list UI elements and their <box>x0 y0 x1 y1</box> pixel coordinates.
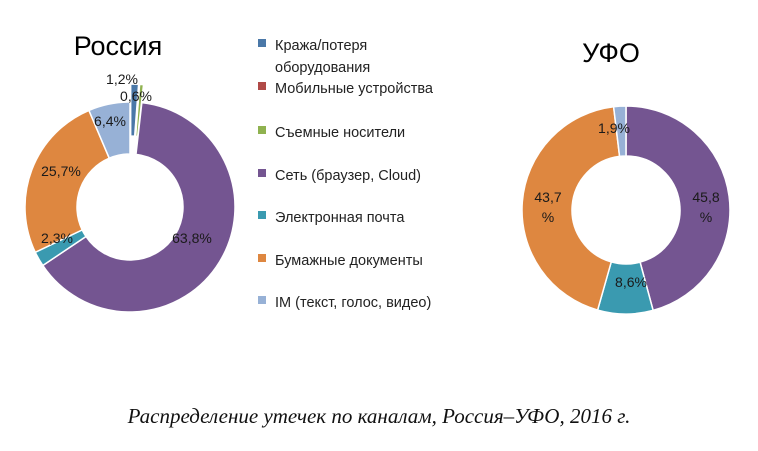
data-label: 1,9% <box>598 120 630 136</box>
slice-6 <box>24 109 111 254</box>
legend-label: оборудования <box>275 60 370 76</box>
slice-4 <box>625 105 731 312</box>
data-label: 45,8% <box>692 189 719 225</box>
donut-chart-russia: 1,2%0,6% 63,8% 2,3% 25,7% 6,4% <box>24 71 236 313</box>
slice-7 <box>612 105 627 158</box>
data-label: 0,6% <box>120 88 152 104</box>
legend-swatch <box>258 296 266 304</box>
slice-6 <box>521 105 621 311</box>
legend-label: Сеть (браузер, Cloud) <box>275 168 421 184</box>
legend: Кража/потеря оборудования Мобильные устрой… <box>258 38 434 311</box>
data-label: 63,8% <box>172 230 212 246</box>
donut-chart-ufo: 45,8 % 8,6% 43,7 % 1,9% <box>521 105 731 315</box>
data-label: 43,7% <box>534 189 561 225</box>
data-label: 2,3% <box>41 230 73 246</box>
legend-label: Кража/потеря <box>275 38 367 54</box>
slice-1 <box>129 83 140 137</box>
data-label: 8,6% <box>615 274 647 290</box>
data-label: 25,7% <box>41 163 81 179</box>
legend-swatch <box>258 211 266 219</box>
legend-swatch <box>258 126 266 134</box>
slice-7 <box>87 101 131 160</box>
chart-title-russia: Россия <box>74 31 163 61</box>
chart-title-ufo: УФО <box>582 38 640 68</box>
legend-label: Электронная почта <box>275 210 405 226</box>
legend-swatch <box>258 169 266 177</box>
legend-swatch <box>258 254 266 262</box>
legend-label: Бумажные документы <box>275 253 423 269</box>
figure-caption: Распределение утечек по каналам, Россия–… <box>127 404 631 428</box>
slice-4 <box>41 101 236 313</box>
legend-swatch <box>258 39 266 47</box>
legend-label: IM (текст, голос, видео) <box>275 295 431 311</box>
data-label: 1,2% <box>106 71 138 87</box>
legend-label: Мобильные устройства <box>275 81 434 97</box>
data-label: 6,4% <box>94 113 126 129</box>
legend-label: Съемные носители <box>275 125 405 141</box>
legend-swatch <box>258 82 266 90</box>
